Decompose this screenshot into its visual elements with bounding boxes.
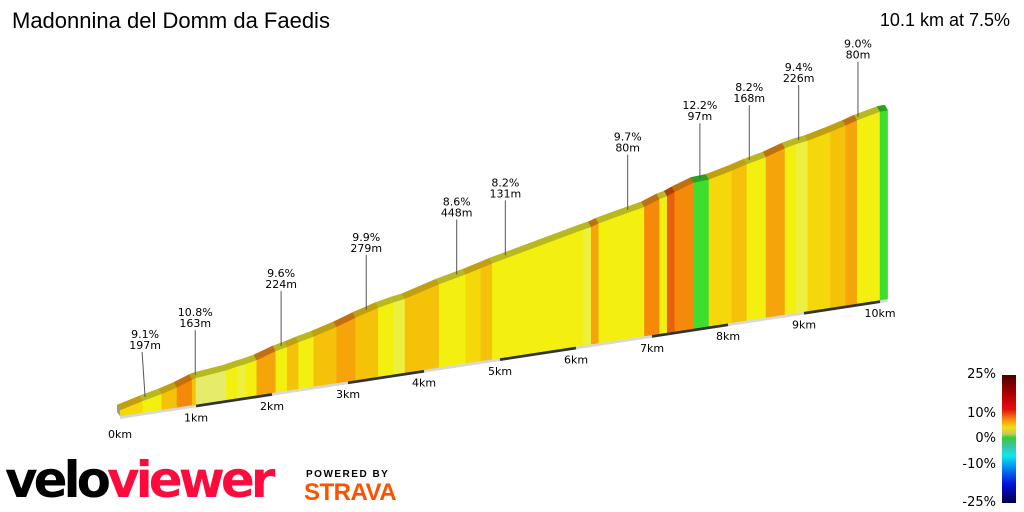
annotation-length: 279m	[350, 242, 382, 255]
gradient-segment	[275, 346, 288, 393]
gradient-segment	[226, 365, 239, 401]
logo-velo: velo	[5, 451, 111, 509]
annotation-gradient: 9.4%	[785, 61, 813, 74]
gradient-segment	[765, 147, 786, 318]
gradient-segment	[674, 181, 695, 332]
annotation-gradient: 12.2%	[682, 99, 717, 112]
gradient-segment	[438, 273, 467, 368]
gradient-segment	[480, 262, 493, 362]
annotation-length: 80m	[846, 49, 871, 62]
annotation-length: 80m	[615, 142, 640, 155]
x-tick-label: 6km	[564, 353, 588, 366]
gradient-segment	[693, 179, 710, 329]
annotation-gradient: 9.6%	[267, 267, 295, 280]
annotation-leader	[141, 351, 146, 397]
gradient-segment	[613, 206, 645, 341]
annotation-gradient: 9.7%	[614, 131, 642, 144]
annotation-gradient: 8.2%	[491, 176, 519, 189]
annotation-length: 226m	[783, 72, 815, 85]
gradient-segment	[856, 111, 881, 304]
climb-title: Madonnina del Domm da Faedis	[12, 8, 330, 33]
annotation-length: 197m	[129, 339, 161, 352]
x-tick-label: 1km	[184, 411, 208, 424]
segment-top-surface	[876, 104, 888, 112]
legend-label: 10%	[967, 406, 996, 421]
gradient-segment	[830, 124, 847, 308]
gradient-segment	[393, 298, 406, 375]
gradient-segment	[746, 156, 767, 321]
gradient-segment	[590, 222, 600, 345]
gradient-segment	[404, 283, 440, 373]
annotation-length: 168m	[733, 92, 765, 105]
legend-label: 25%	[967, 367, 996, 382]
legend-label: -10%	[962, 457, 996, 472]
annotation-gradient: 8.6%	[443, 195, 471, 208]
x-tick-label: 0km	[108, 428, 132, 441]
x-tick-label: 2km	[260, 400, 284, 413]
veloviewer-logo[interactable]: veloviewer	[5, 451, 275, 509]
gradient-segment	[807, 131, 831, 312]
x-tick-label: 3km	[336, 388, 360, 401]
gradient-segment	[336, 317, 356, 384]
gradient-segment	[378, 301, 394, 377]
gradient-segment	[298, 335, 315, 390]
logo-viewer: viewer	[107, 451, 275, 509]
legend-label: 0%	[975, 431, 996, 446]
gradient-segment	[666, 191, 676, 333]
gradient-segment	[644, 198, 660, 337]
strava-logo[interactable]: STRAVA	[304, 479, 397, 506]
km-bar	[347, 369, 425, 385]
gradient-segment	[845, 119, 858, 306]
gradient-segment	[598, 217, 615, 344]
gradient-segment	[492, 243, 546, 360]
gradient-segment	[583, 226, 592, 346]
profile-start-cap	[117, 405, 120, 416]
gradient-segment	[191, 377, 197, 406]
legend-label: -25%	[962, 495, 996, 510]
annotation-gradient: 9.9%	[352, 231, 380, 244]
gradient-segment	[708, 170, 733, 327]
powered-by-label: POWERED BY	[306, 469, 390, 480]
gradient-segment	[731, 163, 748, 323]
annotation-gradient: 10.8%	[178, 306, 213, 319]
gradient-segment	[879, 109, 888, 301]
gradient-segment	[659, 195, 668, 334]
x-tick-label: 10km	[864, 307, 895, 320]
x-tick-label: 8km	[716, 330, 740, 343]
km-bar	[803, 300, 881, 315]
gradient-segment	[286, 341, 299, 391]
annotation-length: 163m	[179, 317, 211, 330]
annotation-length: 448m	[441, 206, 473, 219]
annotation-gradient: 9.0%	[844, 38, 872, 51]
gradient-segment	[796, 140, 809, 314]
x-tick-label: 4km	[412, 377, 436, 390]
gradient-color-scale	[1002, 375, 1016, 503]
gradient-segment	[313, 326, 337, 387]
annotation-gradient: 8.2%	[735, 81, 763, 94]
annotation-length: 97m	[688, 110, 713, 123]
km-bar	[651, 323, 729, 338]
annotation-gradient: 9.1%	[131, 328, 159, 341]
x-tick-label: 5km	[488, 365, 512, 378]
annotation-length: 224m	[265, 278, 297, 291]
gradient-segment	[355, 307, 379, 381]
gradient-segment	[784, 143, 797, 315]
gradient-segment	[245, 359, 258, 398]
gradient-segment	[545, 228, 584, 352]
gradient-segment	[237, 363, 246, 399]
gradient-segment	[465, 267, 482, 364]
km-bar	[195, 392, 273, 408]
annotation-length: 131m	[489, 187, 521, 200]
climb-summary: 10.1 km at 7.5%	[879, 10, 1010, 30]
x-tick-label: 7km	[640, 342, 664, 355]
x-tick-label: 9km	[792, 319, 816, 332]
km-bar	[499, 346, 577, 361]
